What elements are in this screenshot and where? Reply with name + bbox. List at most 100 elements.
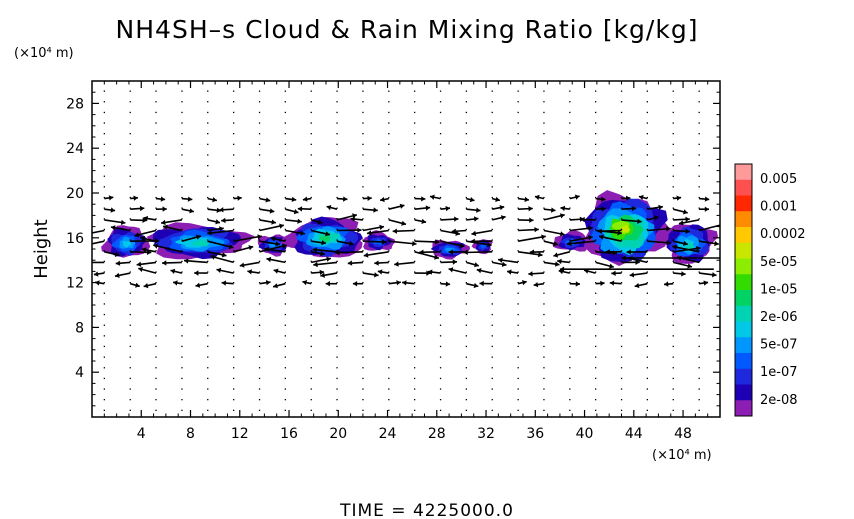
grid-dot [439, 313, 442, 316]
grid-dot [543, 399, 545, 401]
grid-dot [233, 292, 235, 294]
grid-dot [284, 143, 286, 145]
grid-dot [284, 271, 286, 273]
wind-arrowhead [637, 218, 642, 224]
grid-dot [181, 313, 183, 316]
grid-dot [569, 250, 571, 252]
grid-dot [310, 367, 312, 369]
grid-dot [672, 292, 674, 294]
grid-dot [517, 133, 519, 135]
grid-dot [155, 165, 157, 167]
legend-swatch [735, 290, 752, 307]
grid-dot [672, 207, 674, 209]
grid-dot [310, 313, 312, 316]
wind-arrowhead [626, 195, 631, 201]
time-footer: TIME = 4225000.0 [339, 501, 514, 519]
grid-dot [491, 196, 493, 199]
grid-dot [129, 345, 131, 348]
grid-dot [672, 356, 674, 358]
grid-dot [362, 111, 364, 114]
wind-arrowhead [237, 195, 242, 201]
wind-arrowhead [529, 249, 535, 255]
wind-arrowhead [703, 280, 709, 286]
grid-dot [258, 218, 261, 220]
grid-dot [207, 154, 209, 156]
grid-dot [310, 143, 312, 145]
grid-dot [646, 399, 648, 401]
grid-dot [207, 399, 209, 401]
wind-arrowhead [248, 245, 254, 251]
wind-arrowhead [302, 196, 308, 202]
grid-dot [672, 122, 674, 124]
y-axis-unit: (×10⁴ m) [14, 46, 74, 61]
wind-arrowhead [110, 207, 116, 213]
wind-arrowhead [704, 206, 709, 212]
grid-dot [491, 377, 493, 380]
wind-arrowhead [507, 269, 512, 275]
wind-arrowhead [500, 215, 506, 221]
grid-dot [310, 292, 312, 294]
grid-dot [310, 335, 312, 337]
grid-dot [698, 367, 700, 369]
wind-arrowhead [575, 281, 580, 287]
grid-dot [207, 228, 209, 231]
wind-arrowhead [601, 196, 606, 202]
grid-dot [362, 367, 364, 369]
grid-dot [646, 90, 648, 92]
grid-dot [595, 282, 597, 284]
grid-dot [595, 207, 597, 209]
grid-dot [414, 313, 416, 316]
grid-dot [310, 239, 312, 241]
grid-dot [595, 292, 597, 294]
grid-dot [465, 186, 467, 188]
grid-dot [543, 122, 545, 124]
wind-arrowhead [216, 207, 222, 213]
grid-dot [517, 207, 519, 209]
grid-dot [439, 292, 442, 294]
grid-dot [414, 175, 416, 177]
wind-arrowhead [212, 197, 217, 203]
grid-dot [672, 409, 674, 411]
grid-dot [465, 367, 467, 369]
wind-arrowhead [672, 244, 677, 250]
grid-dot [698, 101, 700, 103]
grid-dot [336, 399, 338, 401]
grid-dot [620, 388, 623, 390]
grid-dot [672, 324, 674, 326]
grid-dot [233, 409, 235, 411]
grid-dot [465, 260, 467, 262]
grid-dot [155, 388, 157, 390]
x-axis-unit: (×10⁴ m) [652, 448, 712, 463]
grid-dot [439, 303, 442, 305]
grid-dot [388, 324, 390, 326]
wind-arrowhead [476, 268, 482, 274]
grid-dot [284, 175, 286, 177]
grid-dot [129, 409, 131, 411]
grid-dot [491, 165, 493, 167]
grid-dot [233, 186, 235, 188]
grid-dot [388, 282, 390, 284]
grid-dot [595, 175, 597, 177]
grid-dot [595, 250, 597, 252]
grid-dot [439, 345, 442, 348]
wind-arrowhead [685, 228, 690, 234]
cloud-field [101, 190, 719, 266]
wind-arrowhead [528, 206, 533, 212]
grid-dot [414, 367, 416, 369]
grid-dot [362, 175, 364, 177]
wind-arrowhead [529, 217, 534, 223]
grid-dot [310, 388, 312, 390]
grid-dot [129, 165, 131, 167]
grid-dot [207, 239, 209, 241]
wind-arrowhead [195, 282, 201, 288]
grid-dot [207, 345, 209, 348]
wind-arrowhead [541, 234, 546, 240]
wind-arrowhead [219, 207, 224, 213]
grid-dot [569, 356, 571, 358]
grid-dot [595, 239, 597, 241]
grid-dot [233, 345, 235, 348]
grid-dot [181, 90, 183, 92]
wind-arrowhead [419, 249, 424, 255]
grid-dot [155, 303, 157, 305]
wind-arrowhead [528, 271, 533, 277]
